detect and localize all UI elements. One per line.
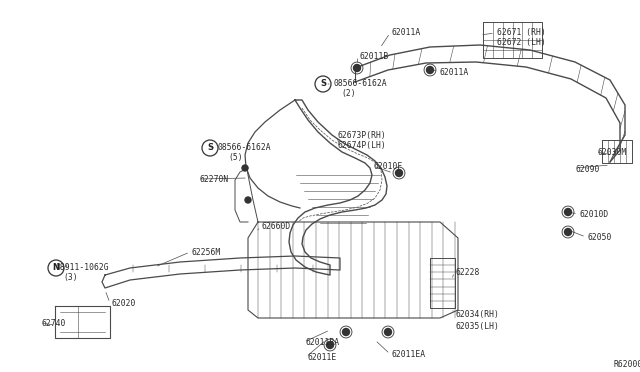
Text: 62270N: 62270N — [200, 175, 229, 184]
Text: 08911-1062G: 08911-1062G — [55, 263, 109, 272]
Circle shape — [342, 328, 349, 336]
Text: 62674P(LH): 62674P(LH) — [338, 141, 387, 150]
Circle shape — [396, 170, 403, 176]
Text: (5): (5) — [228, 153, 243, 162]
Text: 62090: 62090 — [576, 165, 600, 174]
Text: 62740: 62740 — [42, 319, 67, 328]
Text: (2): (2) — [341, 89, 356, 98]
Text: 62672 (LH): 62672 (LH) — [497, 38, 546, 47]
Circle shape — [353, 64, 360, 71]
Text: 62228: 62228 — [456, 268, 481, 277]
Text: 62034(RH): 62034(RH) — [456, 310, 500, 319]
Circle shape — [385, 328, 392, 336]
Text: 62035(LH): 62035(LH) — [456, 322, 500, 331]
Text: 08566-6162A: 08566-6162A — [218, 143, 271, 152]
Text: 62671 (RH): 62671 (RH) — [497, 28, 546, 37]
Text: 08566-6162A: 08566-6162A — [333, 79, 387, 88]
Text: S: S — [320, 80, 326, 89]
Text: 62011A: 62011A — [392, 28, 421, 37]
Text: 62011B: 62011B — [360, 52, 389, 61]
Circle shape — [242, 165, 248, 171]
Circle shape — [564, 228, 572, 235]
Text: 62030M: 62030M — [597, 148, 627, 157]
Circle shape — [564, 208, 572, 215]
Text: 62011BA: 62011BA — [306, 338, 340, 347]
Text: 62010F: 62010F — [374, 162, 403, 171]
Text: 62011A: 62011A — [440, 68, 469, 77]
Text: 62673P(RH): 62673P(RH) — [338, 131, 387, 140]
Text: 62050: 62050 — [587, 233, 611, 242]
Text: S: S — [207, 144, 213, 153]
Text: R6200090: R6200090 — [614, 360, 640, 369]
Circle shape — [426, 67, 433, 74]
Text: 62011EA: 62011EA — [392, 350, 426, 359]
Text: N: N — [52, 263, 60, 273]
Text: 62020: 62020 — [112, 299, 136, 308]
Text: 62256M: 62256M — [191, 248, 220, 257]
Text: 62660D: 62660D — [261, 222, 291, 231]
Circle shape — [326, 341, 333, 349]
Text: 62011E: 62011E — [308, 353, 337, 362]
Text: (3): (3) — [63, 273, 77, 282]
Circle shape — [245, 197, 251, 203]
Text: 62010D: 62010D — [580, 210, 609, 219]
